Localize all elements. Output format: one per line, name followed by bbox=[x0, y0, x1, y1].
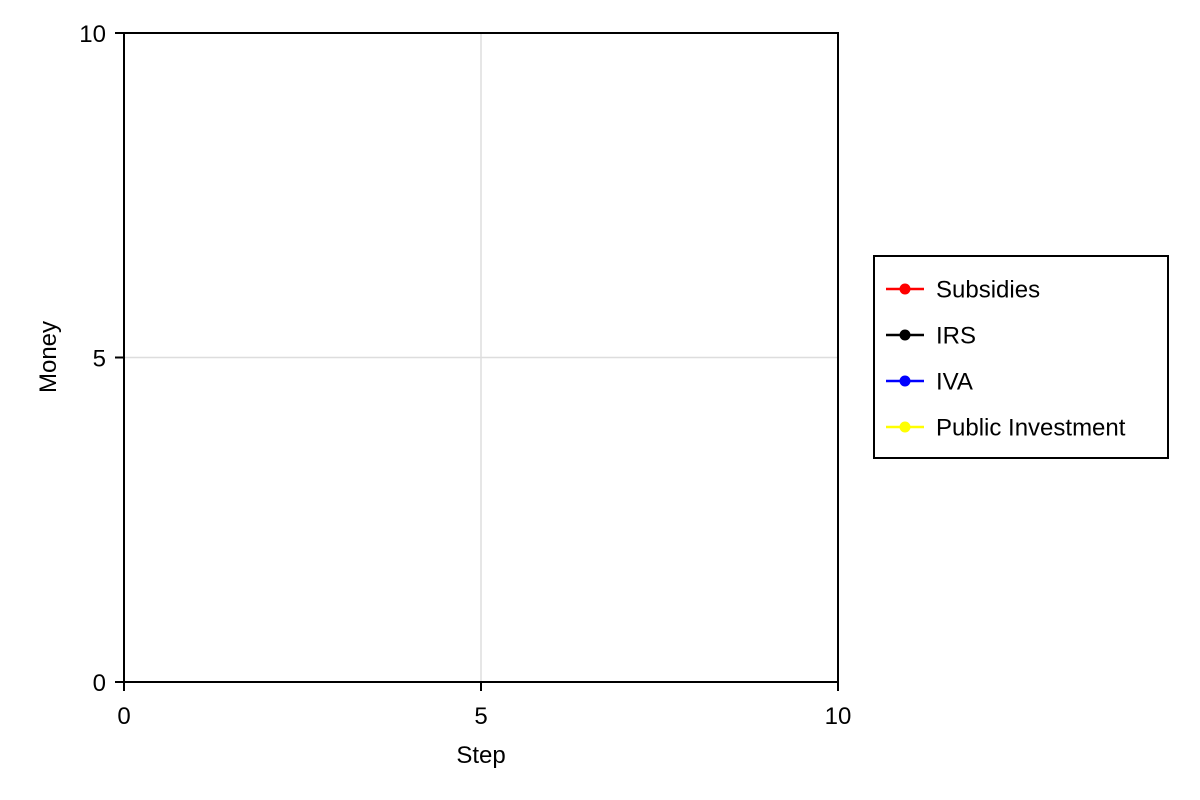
y-tick-label: 10 bbox=[79, 21, 106, 48]
legend-label: Subsidies bbox=[936, 277, 1040, 304]
x-axis-label: Step bbox=[456, 742, 505, 769]
legend-item: IRS bbox=[886, 323, 976, 350]
legend-item: IVA bbox=[886, 369, 973, 396]
y-tick-label: 5 bbox=[93, 346, 106, 373]
legend-item: Public Investment bbox=[886, 415, 1126, 442]
grid-lines bbox=[123, 32, 839, 683]
y-tick-label: 0 bbox=[93, 670, 106, 697]
legend-label: IRS bbox=[936, 323, 976, 350]
x-tick-label: 5 bbox=[474, 703, 487, 730]
legend-swatch-marker bbox=[899, 283, 911, 295]
legend-swatch-marker bbox=[899, 375, 911, 387]
legend-item: Subsidies bbox=[886, 277, 1040, 304]
x-axis-ticks: 0 5 10 bbox=[117, 682, 851, 730]
legend-label: Public Investment bbox=[936, 415, 1126, 442]
x-tick-label: 10 bbox=[825, 703, 852, 730]
legend: Subsidies IRS IVA Public Investment bbox=[873, 255, 1169, 459]
legend-swatch-marker bbox=[899, 329, 911, 341]
x-tick-label: 0 bbox=[117, 703, 130, 730]
legend-swatch-marker bbox=[899, 421, 911, 433]
legend-label: IVA bbox=[936, 369, 973, 396]
y-axis-label: Money bbox=[35, 321, 62, 393]
y-axis-ticks: 0 5 10 bbox=[79, 21, 124, 697]
